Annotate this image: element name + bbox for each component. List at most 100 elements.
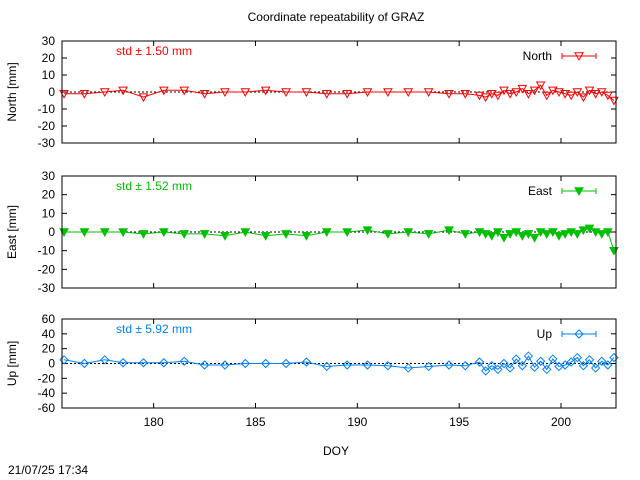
data-point — [474, 357, 485, 367]
data-point — [158, 86, 169, 96]
x-tick-label: 190 — [347, 415, 367, 429]
data-point — [444, 90, 454, 99]
y-axis-label: North [mm] — [5, 62, 19, 121]
data-point — [199, 90, 210, 99]
data-point — [260, 358, 271, 369]
data-point — [517, 84, 528, 94]
data-point — [118, 358, 128, 368]
data-point — [590, 90, 601, 99]
data-point — [118, 86, 128, 96]
y-tick-label: -40 — [38, 386, 56, 400]
data-point — [460, 361, 470, 371]
y-tick-label: 0 — [48, 225, 55, 239]
y-tick-label: 20 — [42, 342, 56, 356]
y-tick-label: 30 — [42, 169, 56, 183]
data-point — [578, 361, 589, 371]
y-tick-label: 10 — [42, 68, 56, 82]
y-axis-label: Up [mm] — [5, 341, 19, 386]
data-point — [590, 363, 601, 373]
x-tick-label: 195 — [449, 415, 469, 429]
y-tick-label: 20 — [42, 51, 56, 65]
data-point — [609, 352, 619, 363]
data-point — [541, 91, 552, 101]
legend-marker — [574, 52, 584, 62]
data-point — [487, 361, 497, 371]
data-point — [499, 358, 509, 369]
data-point — [301, 357, 312, 367]
data-point — [220, 232, 230, 241]
data-point — [572, 352, 583, 363]
data-point — [523, 90, 534, 99]
data-point — [79, 358, 90, 369]
data-point — [560, 360, 570, 370]
legend-marker — [574, 329, 584, 339]
data-point — [179, 230, 190, 239]
data-point — [529, 86, 540, 96]
data-point — [281, 358, 291, 369]
data-point — [158, 228, 169, 238]
data-point — [566, 357, 576, 367]
legend-label: East — [528, 184, 553, 198]
data-point — [362, 88, 373, 98]
data-point — [444, 360, 454, 370]
data-point — [362, 226, 373, 236]
data-point — [486, 232, 497, 241]
data-point — [603, 91, 613, 101]
data-point — [578, 226, 589, 236]
legend-marker — [574, 187, 584, 197]
data-point — [505, 363, 515, 373]
data-point — [79, 228, 90, 238]
data-point — [403, 363, 413, 373]
data-point — [444, 226, 454, 236]
y-tick-label: -20 — [38, 371, 56, 385]
data-point — [79, 90, 90, 99]
data-point — [505, 90, 515, 99]
data-point — [281, 88, 291, 98]
data-point — [99, 88, 110, 98]
data-point — [383, 88, 393, 98]
data-point — [596, 230, 607, 239]
std-annotation: std ± 1.52 mm — [116, 179, 192, 193]
data-point — [554, 232, 564, 241]
north-panel: 30 20 10 0 -10 -20 -30 std ± 1.50 mm North North … — [5, 34, 619, 150]
data-point — [505, 230, 515, 239]
data-point — [523, 351, 534, 361]
data-point — [423, 230, 434, 239]
data-point — [138, 93, 149, 103]
data-point — [281, 230, 291, 239]
data-point — [486, 90, 497, 99]
data-point — [220, 88, 230, 98]
data-point — [179, 356, 189, 366]
data-point — [423, 361, 434, 372]
y-tick-label: 10 — [42, 206, 56, 220]
data-point — [342, 228, 352, 238]
std-annotation: std ± 1.50 mm — [116, 44, 192, 58]
y-tick-label: 60 — [42, 312, 56, 326]
y-tick-label: 0 — [48, 85, 55, 99]
east-panel: 30 20 10 0 -10 -20 -30 std ± 1.52 mm East East [m… — [5, 169, 619, 295]
data-point — [517, 232, 528, 241]
y-tick-label: 30 — [42, 34, 56, 48]
data-point — [138, 230, 149, 239]
y-tick-label: -20 — [38, 262, 56, 276]
data-point — [260, 86, 271, 96]
y-tick-label: -10 — [38, 102, 56, 116]
x-tick-label: 180 — [144, 415, 164, 429]
data-point — [199, 360, 210, 370]
data-point — [578, 93, 589, 103]
data-point — [493, 228, 503, 238]
data-point — [460, 230, 471, 239]
data-point — [566, 91, 577, 101]
data-point — [460, 90, 471, 99]
data-point — [322, 361, 332, 372]
data-point — [240, 358, 251, 369]
data-point — [535, 81, 546, 91]
data-point — [511, 88, 522, 98]
data-point — [59, 355, 69, 365]
y-tick-label: 20 — [42, 188, 56, 202]
data-point — [529, 233, 540, 243]
plot-frame — [61, 318, 617, 409]
data-point — [423, 88, 434, 98]
data-point — [362, 360, 373, 370]
